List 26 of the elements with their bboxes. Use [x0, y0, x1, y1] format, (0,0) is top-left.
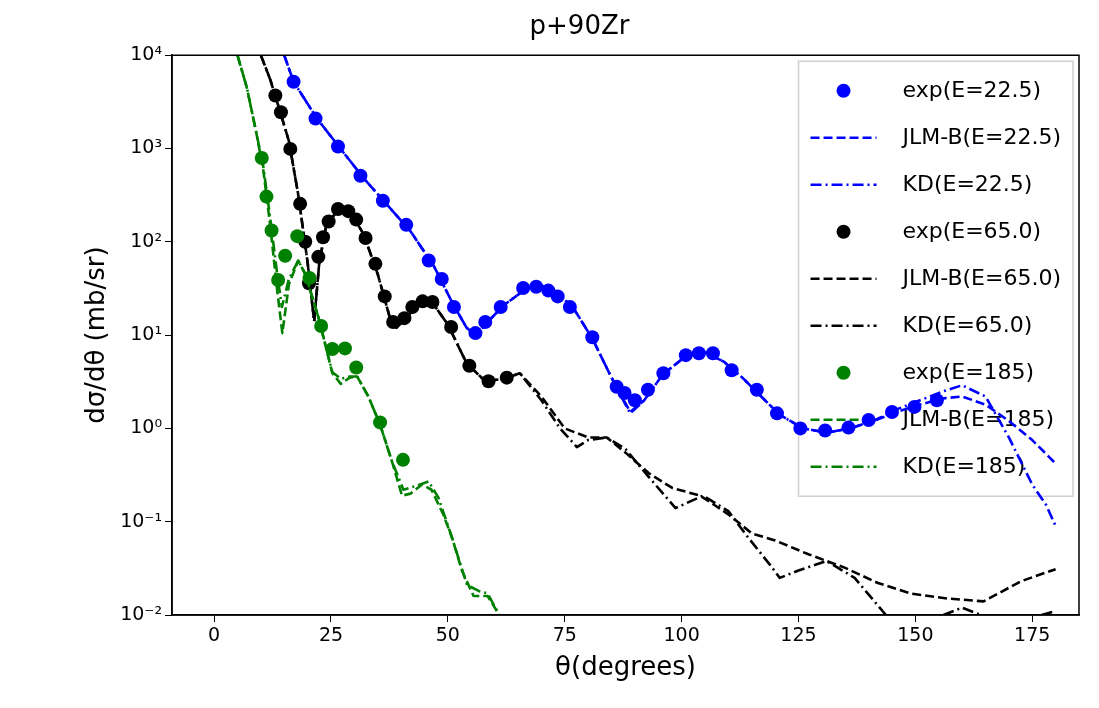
legend-label: JLM-B(E=22.5) — [900, 124, 1062, 150]
x-tick-label: 100 — [663, 623, 700, 646]
x-tick-label: 175 — [1014, 623, 1051, 646]
legend-label: KD(E=22.5) — [902, 171, 1033, 197]
legend-label: JLM-B(E=65.0) — [900, 265, 1062, 291]
legend-label: exp(E=65.0) — [902, 218, 1042, 244]
x-tick-label: 50 — [435, 623, 460, 646]
legend-label: KD(E=65.0) — [902, 312, 1033, 338]
legend-label: exp(E=22.5) — [902, 77, 1042, 103]
x-tick-label: 25 — [318, 623, 344, 646]
chart-title: p+90Zr — [529, 10, 630, 41]
y-tick-label: 10⁴ — [130, 42, 163, 65]
legend-label: KD(E=185) — [902, 453, 1026, 479]
x-tick-label: 150 — [897, 623, 934, 646]
x-tick-label: 0 — [208, 623, 221, 646]
y-tick-label: 10² — [130, 228, 163, 251]
y-tick-label: 10⁻² — [120, 601, 163, 624]
y-tick-label: 10⁻¹ — [120, 508, 163, 531]
x-tick-label: 125 — [780, 623, 817, 646]
y-tick-label: 10⁰ — [130, 415, 163, 438]
y-tick-label: 10¹ — [130, 322, 163, 345]
y-tick-label: 10³ — [130, 135, 163, 158]
x-axis-title: θ(degrees) — [555, 651, 696, 682]
y-axis-title: dσ/dθ (mb/sr) — [80, 246, 111, 424]
legend-label: exp(E=185) — [902, 359, 1035, 385]
x-tick-label: 75 — [552, 623, 577, 646]
